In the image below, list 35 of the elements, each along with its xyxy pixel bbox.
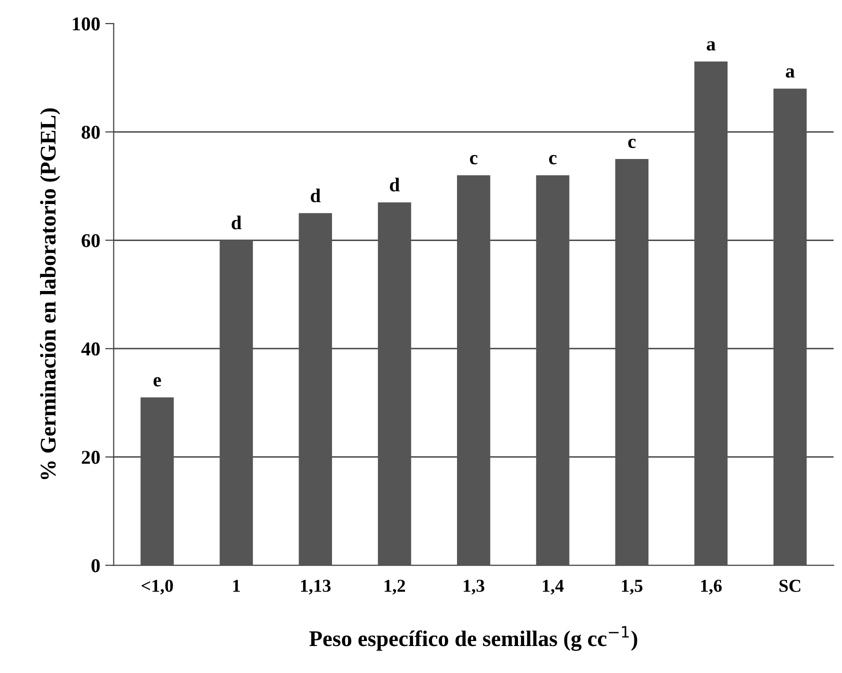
annotation: c (628, 138, 636, 148)
x-tick-label: 1,4 (542, 580, 564, 595)
bar (694, 61, 728, 566)
bar (615, 158, 648, 566)
annotation: c (549, 155, 557, 164)
x-tick-label: SC (779, 580, 800, 592)
annotation: d (310, 188, 321, 202)
bar (140, 397, 174, 566)
bar (220, 240, 253, 566)
bar (536, 175, 570, 566)
bar (457, 175, 490, 566)
y-tick-label: 20 (82, 450, 100, 464)
x-tick-label: 1 (233, 580, 240, 592)
x-tick-label: 1,3 (464, 580, 484, 595)
x-tick-label: 1,6 (701, 580, 722, 595)
x-tick-label: <1,0 (142, 580, 173, 595)
bar (773, 88, 807, 566)
x-tick-label: 1,13 (301, 580, 331, 595)
y-tick-label: 60 (82, 234, 100, 248)
x-tick-label: 1,2 (384, 580, 406, 595)
x-tick-label: 1,5 (622, 580, 642, 595)
annotation: a (786, 68, 795, 78)
annotation: d (232, 216, 242, 230)
x-axis-title: Peso específico de semillas (g cc$^{−1}$) (309, 626, 638, 651)
bar (298, 213, 332, 566)
annotation: e (154, 377, 161, 386)
y-tick-label: 100 (72, 17, 100, 30)
y-tick-label: 40 (81, 342, 100, 356)
annotation: a (706, 41, 716, 51)
y-tick-label: 80 (82, 126, 100, 139)
y-axis-title: % Germinación en laboratorio (PGEL) (40, 108, 60, 480)
y-tick-label: 0 (91, 559, 100, 572)
annotation: c (470, 155, 478, 164)
annotation: d (390, 178, 400, 192)
bar (378, 202, 412, 566)
